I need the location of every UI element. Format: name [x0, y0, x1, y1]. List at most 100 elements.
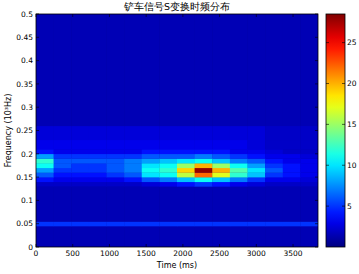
y-tick-label: 0: [28, 243, 33, 252]
heatmap-cell: [177, 168, 195, 173]
x-tick-label: 3000: [247, 249, 266, 258]
heatmap-cell: [54, 163, 72, 168]
heatmap-cell: [283, 14, 301, 126]
heatmap-cell: [159, 186, 177, 221]
heatmap-cell: [300, 140, 318, 150]
y-tick-label: 0.5: [21, 10, 33, 19]
heatmap-cell: [177, 221, 195, 226]
heatmap-cell: [71, 182, 89, 187]
colorbar-tick: [326, 206, 329, 207]
heatmap-cell: [212, 186, 230, 221]
heatmap-cell: [142, 168, 160, 173]
heatmap-cell: [212, 149, 230, 154]
heatmap-cell: [124, 182, 142, 187]
heatmap-cell: [124, 186, 142, 221]
heatmap-cell: [54, 172, 72, 177]
x-tick: [293, 244, 294, 247]
heatmap-cell: [71, 154, 89, 159]
heatmap-cell: [36, 221, 54, 226]
x-tick: [36, 14, 37, 17]
heatmap-cell: [142, 149, 160, 154]
heatmap-cell: [212, 172, 230, 177]
heatmap-cell: [36, 177, 54, 182]
y-tick-label: 0.2: [21, 150, 33, 159]
heatmap-cell: [248, 126, 266, 140]
y-tick: [36, 200, 39, 201]
y-tick: [36, 130, 39, 131]
heatmap-cell: [159, 14, 177, 126]
x-tick-label: 2500: [210, 249, 229, 258]
heatmap-cell: [283, 163, 301, 168]
y-tick: [36, 83, 39, 84]
heatmap-cell: [230, 126, 248, 140]
heatmap-cell: [300, 14, 318, 126]
heatmap-cell: [36, 154, 54, 159]
heatmap-cell: [142, 158, 160, 163]
heatmap-cell: [89, 163, 107, 168]
heatmap-cell: [283, 182, 301, 187]
heatmap-cell: [124, 140, 142, 150]
heatmap-cell: [230, 186, 248, 221]
heatmap-cell: [89, 226, 107, 247]
colorbar-tick-label: 10: [347, 161, 357, 170]
heatmap-cell: [89, 168, 107, 173]
heatmap-cell: [265, 14, 283, 126]
heatmap-cell: [107, 177, 125, 182]
x-tick: [146, 14, 147, 17]
heatmap-cell: [283, 126, 301, 140]
x-axis-label: Time (ms): [156, 261, 197, 270]
heatmap-cell: [142, 172, 160, 177]
heatmap-cell: [230, 172, 248, 177]
heatmap-cell: [212, 221, 230, 226]
heatmap-cell: [36, 14, 54, 126]
heatmap-cell: [142, 186, 160, 221]
heatmap-cell: [195, 172, 213, 177]
heatmap-cell: [248, 177, 266, 182]
heatmap-cell: [265, 226, 283, 247]
heatmap-cell: [89, 221, 107, 226]
y-tick: [315, 37, 318, 38]
x-tick-label: 0: [34, 249, 39, 258]
heatmap-cell: [54, 154, 72, 159]
y-tick: [36, 247, 39, 248]
heatmap-cell: [124, 226, 142, 247]
y-tick-label: 0.4: [21, 56, 33, 65]
heatmap-cell: [159, 163, 177, 168]
heatmap-cell: [124, 149, 142, 154]
heatmap-cell: [300, 226, 318, 247]
heatmap-cell: [300, 154, 318, 159]
heatmap-cell: [159, 172, 177, 177]
heatmap-cell: [283, 140, 301, 150]
heatmap-cell: [300, 186, 318, 221]
heatmap-cell: [89, 126, 107, 140]
y-tick-label: 0.3: [21, 103, 33, 112]
colorbar-tick: [326, 42, 329, 43]
heatmap-cell: [142, 182, 160, 187]
heatmap-cell: [195, 158, 213, 163]
x-tick: [256, 244, 257, 247]
heatmap-cell: [54, 168, 72, 173]
heatmap-cell: [230, 168, 248, 173]
heatmap-cell: [230, 226, 248, 247]
heatmap-cell: [71, 168, 89, 173]
y-tick: [315, 107, 318, 108]
heatmap-cell: [230, 154, 248, 159]
heatmap-cell: [54, 14, 72, 126]
y-tick-label: 0.35: [16, 80, 33, 89]
heatmap-cell: [248, 221, 266, 226]
x-tick: [109, 244, 110, 247]
heatmap-cell: [71, 158, 89, 163]
heatmap-cell: [159, 158, 177, 163]
heatmap-cell: [265, 149, 283, 154]
heatmap-cell: [36, 140, 54, 150]
x-tick: [72, 14, 73, 17]
heatmap-cell: [230, 140, 248, 150]
heatmap-cell: [177, 226, 195, 247]
heatmap-cell: [283, 226, 301, 247]
y-tick: [315, 60, 318, 61]
heatmap-cell: [283, 221, 301, 226]
heatmap-cell: [54, 149, 72, 154]
heatmap-cell: [159, 140, 177, 150]
heatmap-cell: [212, 168, 230, 173]
heatmap-cell: [89, 140, 107, 150]
